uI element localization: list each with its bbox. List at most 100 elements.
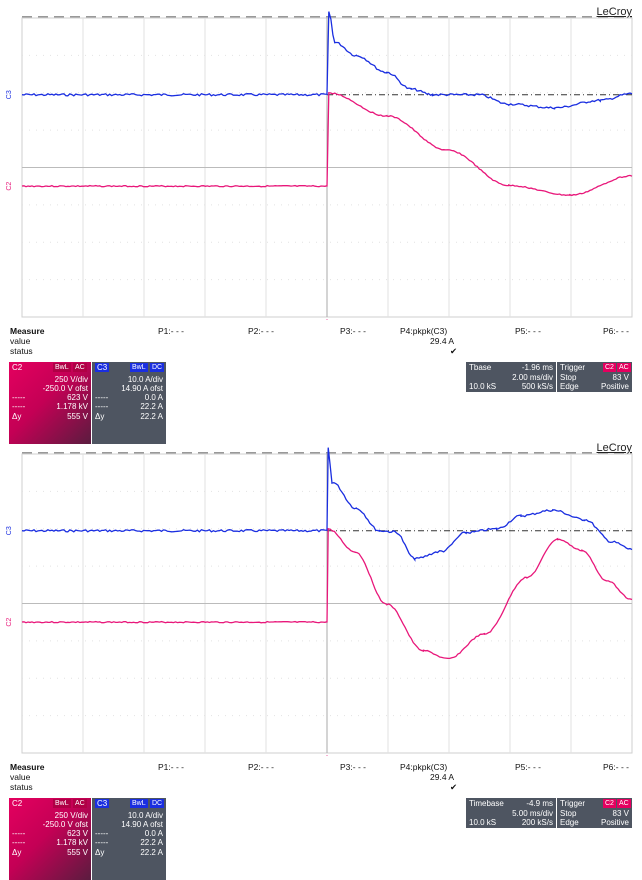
timebase-div: 5.00 ms/div: [512, 809, 553, 818]
param-p4-status: ✔: [450, 346, 458, 356]
channel-marker-c3: C3: [6, 526, 13, 535]
scope-capture-2: C3 C2 LeCroy Measure value status P1:- - …: [0, 436, 642, 880]
trigger-coupling: AC: [617, 363, 631, 372]
scope-screen-2: C3 C2: [6, 447, 633, 756]
c2-bwl-tag: BwL: [53, 363, 71, 372]
c2-name: C2: [12, 799, 23, 808]
c3-name: C3: [95, 799, 110, 808]
c2-coupling-tag: AC: [73, 799, 87, 808]
trigger-label: Trigger: [560, 363, 586, 372]
c3-cursor2: 22.2 A: [140, 402, 163, 411]
param-p4-value: 29.4 A: [430, 772, 455, 782]
c2-delta-label: Δy: [12, 848, 22, 857]
trigger-level: 83 V: [612, 809, 629, 818]
measure-value-label: value: [10, 772, 31, 782]
param-p2[interactable]: P2:- - -: [248, 326, 274, 336]
traces-1: [21, 11, 633, 197]
c2-cursor1: 623 V: [67, 829, 88, 838]
channel-marker-c2: C2: [6, 182, 13, 191]
param-p3[interactable]: P3:- - -: [340, 762, 366, 772]
trigger-type: Edge: [560, 382, 579, 391]
c3-delta-label: Δy: [95, 848, 105, 857]
lecroy-logo: LeCroy: [596, 6, 632, 18]
c3-offset: 14.90 A ofst: [121, 820, 163, 829]
c3-delta: 22.2 A: [140, 848, 163, 857]
c2-coupling-tag: AC: [73, 363, 87, 372]
scope-capture-1: C3 C2 LeCroy Measure value status P1:- - …: [0, 0, 642, 444]
trigger-slope: Positive: [600, 818, 629, 827]
timebase-samples: 10.0 kS: [469, 382, 497, 391]
param-p2[interactable]: P2:- - -: [248, 762, 274, 772]
channel-marker-c2: C2: [6, 618, 13, 627]
param-p5[interactable]: P5:- - -: [515, 326, 541, 336]
c3-bwl-tag: BwL: [130, 799, 148, 808]
c2-scale: 250 V/div: [54, 375, 88, 384]
param-p5[interactable]: P5:- - -: [515, 762, 541, 772]
c2-delta: 555 V: [67, 412, 88, 421]
c3-channel-panel-1[interactable]: C3 BwL DC 10.0 A/div 14.90 A ofst ----- …: [92, 362, 166, 444]
trigger-marker[interactable]: [323, 755, 331, 756]
measure-status-label: status: [10, 346, 33, 356]
measure-title: Measure: [10, 762, 45, 772]
c3-cursor1-label: -----: [95, 393, 109, 402]
c3-coupling-tag: DC: [150, 799, 165, 808]
trigger-type: Edge: [560, 818, 579, 827]
param-p4-value: 29.4 A: [430, 336, 455, 346]
c2-cursor1: 623 V: [67, 393, 88, 402]
c3-cursor1: 0.0 A: [144, 393, 163, 402]
trigger-source: C2: [603, 363, 616, 372]
traces-2: [21, 447, 633, 660]
measure-title: Measure: [10, 326, 45, 336]
c3-bwl-tag: BwL: [130, 363, 148, 372]
c3-scale: 10.0 A/div: [127, 811, 163, 820]
c2-name: C2: [12, 363, 23, 372]
c2-scale: 250 V/div: [54, 811, 88, 820]
c3-name: C3: [95, 363, 110, 372]
trigger-source: C2: [603, 799, 616, 808]
timebase-value: -4.9 ms: [526, 799, 553, 808]
timebase-div: 2.00 ms/div: [512, 373, 553, 382]
channel-labels-2: C3 C2: [6, 526, 331, 756]
trigger-mode: Stop: [560, 373, 577, 382]
param-p3[interactable]: P3:- - -: [340, 326, 366, 336]
c3-cursor1-label: -----: [95, 829, 109, 838]
trigger-marker[interactable]: [323, 319, 331, 320]
c2-cursor2: 1.178 kV: [56, 838, 88, 847]
c3-scale: 10.0 A/div: [127, 375, 163, 384]
c2-cursor2-label: -----: [12, 402, 26, 411]
c2-offset: -250.0 V ofst: [42, 820, 88, 829]
trace-c3: [21, 11, 633, 110]
c3-delta-label: Δy: [95, 412, 105, 421]
param-p4[interactable]: P4:pkpk(C3): [400, 762, 448, 772]
c3-offset: 14.90 A ofst: [121, 384, 163, 393]
param-p1[interactable]: P1:- - -: [158, 326, 184, 336]
c2-channel-panel-1[interactable]: C2 BwL AC 250 V/div -250.0 V ofst ----- …: [9, 362, 91, 444]
param-p4[interactable]: P4:pkpk(C3): [400, 326, 448, 336]
param-p1[interactable]: P1:- - -: [158, 762, 184, 772]
c2-delta-label: Δy: [12, 412, 22, 421]
param-p6[interactable]: P6:- - -: [603, 326, 629, 336]
trigger-level: 83 V: [612, 373, 629, 382]
lecroy-logo: LeCroy: [596, 442, 632, 454]
timebase-value: -1.96 ms: [521, 363, 553, 372]
timebase-panel-2[interactable]: Timebase -4.9 ms 5.00 ms/div 10.0 kS 200…: [466, 798, 556, 828]
timebase-rate: 500 kS/s: [521, 382, 553, 391]
timebase-rate: 200 kS/s: [521, 818, 553, 827]
measure-value-label: value: [10, 336, 31, 346]
param-p4-status: ✔: [450, 782, 458, 792]
c3-delta: 22.2 A: [140, 412, 163, 421]
c3-channel-panel-2[interactable]: C3 BwL DC 10.0 A/div 14.90 A ofst ----- …: [92, 798, 166, 880]
trace-c2: [21, 91, 633, 197]
timebase-label: Timebase: [469, 799, 504, 808]
param-p6[interactable]: P6:- - -: [603, 762, 629, 772]
c3-cursor2-label: -----: [95, 402, 109, 411]
trigger-panel-1[interactable]: Trigger C2 AC Stop 83 V Edge Positive: [557, 362, 632, 392]
trigger-mode: Stop: [560, 809, 577, 818]
trigger-panel-2[interactable]: Trigger C2 AC Stop 83 V Edge Positive: [557, 798, 632, 828]
measure-status-label: status: [10, 782, 33, 792]
trace-c3: [21, 447, 633, 562]
timebase-panel-1[interactable]: Tbase -1.96 ms 2.00 ms/div 10.0 kS 500 k…: [466, 362, 556, 392]
c2-offset: -250.0 V ofst: [42, 384, 88, 393]
channel-marker-c3: C3: [6, 90, 13, 99]
c2-channel-panel-2[interactable]: C2 BwL AC 250 V/div -250.0 V ofst ----- …: [9, 798, 91, 880]
